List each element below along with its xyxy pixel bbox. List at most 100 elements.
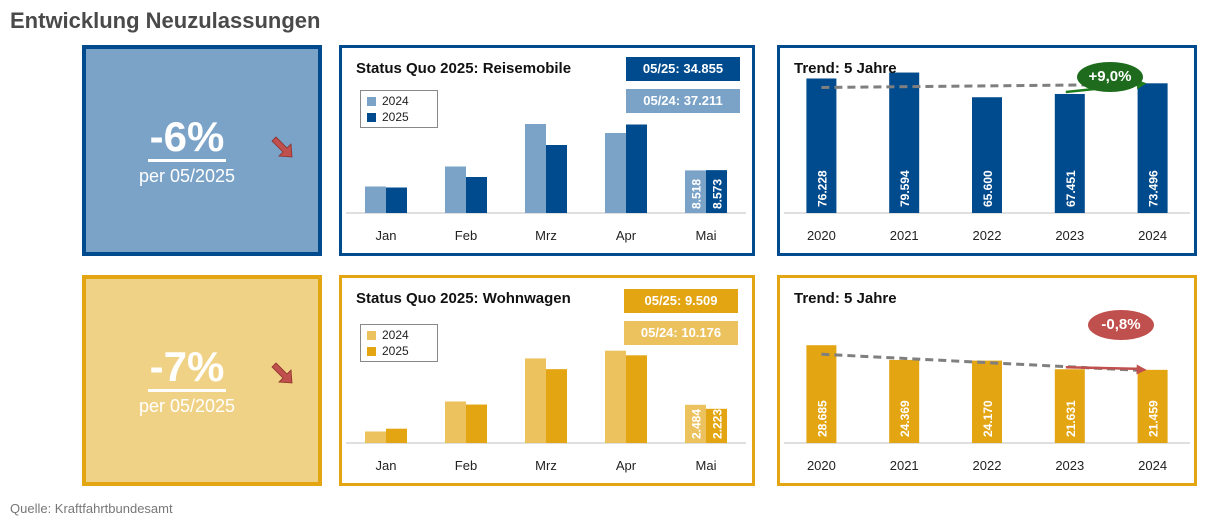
bar-2025-Mrz bbox=[546, 369, 567, 443]
bar-2025-Mai bbox=[706, 408, 727, 443]
bar-2020 bbox=[806, 78, 837, 213]
bar-2024 bbox=[1137, 369, 1168, 443]
kpi-value: -6% bbox=[147, 112, 227, 162]
legend-label: 2025 bbox=[382, 110, 409, 124]
bar-2024-Mai bbox=[685, 404, 706, 443]
legend-swatch bbox=[367, 112, 376, 122]
status-quo-panel-reisemobile: Jan Feb Mrz Apr 8.518 8.573 Mai Status Quo 202… bbox=[339, 45, 755, 256]
trend-chart-wohnwagen: 28.685 2020 24.369 2021 24.170 2022 21.631 2023… bbox=[784, 345, 1190, 473]
legend-item: 2024 bbox=[367, 327, 431, 343]
source-note: Quelle: Kraftfahrtbundesamt bbox=[10, 501, 173, 516]
bar-2024-Apr bbox=[605, 133, 626, 213]
data-label: 28.685 bbox=[815, 400, 829, 437]
x-tick-label: 2024 bbox=[1138, 458, 1167, 473]
trend-panel-wohnwagen: 28.685 2020 24.369 2021 24.170 2022 21.631 2023… bbox=[777, 275, 1197, 486]
data-label: 8.573 bbox=[711, 179, 725, 209]
arrow-down-right-icon bbox=[271, 362, 293, 384]
legend-label: 2024 bbox=[382, 328, 409, 342]
bar-2024-Jan bbox=[365, 186, 386, 213]
x-tick-label: 2023 bbox=[1055, 228, 1084, 243]
badge-2024: 05/24: 10.176 bbox=[624, 321, 738, 345]
data-label: 21.631 bbox=[1064, 400, 1078, 437]
bar-2025-Feb bbox=[466, 404, 487, 443]
data-label: 76.228 bbox=[815, 170, 829, 207]
x-tick-label: 2022 bbox=[973, 228, 1002, 243]
data-label: 2.223 bbox=[711, 409, 725, 439]
trend-change-badge: +9,0% bbox=[1077, 62, 1143, 92]
x-tick-label: Apr bbox=[616, 228, 637, 243]
panel-title: Status Quo 2025: Wohnwagen bbox=[356, 290, 571, 307]
data-label: 73.496 bbox=[1147, 170, 1161, 207]
data-label: 67.451 bbox=[1064, 170, 1078, 207]
bar-2025-Feb bbox=[466, 177, 487, 213]
data-label: 24.170 bbox=[981, 400, 995, 437]
data-label: 79.594 bbox=[898, 170, 912, 207]
bar-2020 bbox=[806, 345, 837, 443]
data-label: 65.600 bbox=[981, 170, 995, 207]
status-quo-panel-wohnwagen: Jan Feb Mrz Apr 2.484 2.223 Mai Status Quo 202… bbox=[339, 275, 755, 486]
trend-change-badge: -0,8% bbox=[1088, 310, 1154, 340]
legend-label: 2024 bbox=[382, 94, 409, 108]
x-tick-label: Mai bbox=[696, 458, 717, 473]
x-tick-label: 2021 bbox=[890, 458, 919, 473]
bar-2024-Apr bbox=[605, 350, 626, 443]
x-tick-label: Mrz bbox=[535, 228, 557, 243]
bar-2024 bbox=[1137, 83, 1168, 213]
bar-2024-Feb bbox=[445, 401, 466, 443]
x-tick-label: 2022 bbox=[973, 458, 1002, 473]
bar-2025-Mai bbox=[706, 170, 727, 213]
bar-2025-Apr bbox=[626, 355, 647, 443]
x-tick-label: 2023 bbox=[1055, 458, 1084, 473]
data-label: 21.459 bbox=[1147, 400, 1161, 437]
status-quo-chart-reisemobile: Jan Feb Mrz Apr 8.518 8.573 Mai bbox=[346, 124, 746, 243]
x-tick-label: Feb bbox=[455, 228, 477, 243]
bar-2025-Mrz bbox=[546, 145, 567, 213]
panel-title: Trend: 5 Jahre bbox=[794, 60, 897, 77]
trend-arrow-shaft bbox=[1065, 366, 1141, 371]
bar-2022 bbox=[972, 360, 1002, 443]
x-tick-label: 2024 bbox=[1138, 228, 1167, 243]
trend-arrow-head bbox=[1136, 364, 1147, 375]
bar-2025-Jan bbox=[386, 428, 407, 443]
kpi-value: -7% bbox=[147, 342, 227, 392]
panel-title: Trend: 5 Jahre bbox=[794, 290, 897, 307]
arrow-down-right-icon bbox=[271, 136, 293, 158]
x-tick-label: 2020 bbox=[807, 458, 836, 473]
x-tick-label: 2020 bbox=[807, 228, 836, 243]
kpi-card-wohnwagen: -7% per 05/2025 bbox=[82, 275, 322, 486]
x-tick-label: Feb bbox=[455, 458, 477, 473]
bar-2024-Mrz bbox=[525, 358, 546, 443]
page-title: Entwicklung Neuzulassungen bbox=[10, 8, 321, 33]
bar-2024-Mrz bbox=[525, 124, 546, 213]
badge-2025: 05/25: 9.509 bbox=[624, 289, 738, 313]
chart-legend: 2024 2025 bbox=[360, 90, 438, 128]
x-tick-label: Jan bbox=[376, 228, 397, 243]
trend-chart-reisemobile: 76.228 2020 79.594 2021 65.600 2022 67.451 2023… bbox=[784, 72, 1190, 243]
legend-item: 2025 bbox=[367, 343, 431, 359]
trend-panel-reisemobile: 76.228 2020 79.594 2021 65.600 2022 67.451 2023… bbox=[777, 45, 1197, 256]
x-tick-label: 2021 bbox=[890, 228, 919, 243]
legend-swatch bbox=[367, 330, 376, 340]
bar-2023 bbox=[1054, 369, 1085, 443]
bar-2025-Apr bbox=[626, 124, 647, 213]
x-tick-label: Mrz bbox=[535, 458, 557, 473]
bar-2021 bbox=[889, 359, 920, 443]
legend-item: 2025 bbox=[367, 109, 431, 125]
data-label: 24.369 bbox=[898, 400, 912, 437]
legend-item: 2024 bbox=[367, 93, 431, 109]
legend-label: 2025 bbox=[382, 344, 409, 358]
bar-2023 bbox=[1054, 93, 1085, 213]
bar-2025-Jan bbox=[386, 187, 407, 213]
bar-2024-Jan bbox=[365, 431, 386, 443]
x-tick-label: Jan bbox=[376, 458, 397, 473]
bar-2024-Feb bbox=[445, 166, 466, 213]
badge-2024: 05/24: 37.211 bbox=[626, 89, 740, 113]
bar-2024-Mai bbox=[685, 170, 706, 213]
legend-swatch bbox=[367, 346, 376, 356]
badge-2025: 05/25: 34.855 bbox=[626, 57, 740, 81]
kpi-subtitle: per 05/2025 bbox=[138, 165, 236, 186]
status-quo-chart-wohnwagen: Jan Feb Mrz Apr 2.484 2.223 Mai bbox=[346, 350, 746, 473]
x-tick-label: Apr bbox=[616, 458, 637, 473]
data-label: 2.484 bbox=[690, 409, 704, 439]
bar-2021 bbox=[889, 72, 920, 213]
